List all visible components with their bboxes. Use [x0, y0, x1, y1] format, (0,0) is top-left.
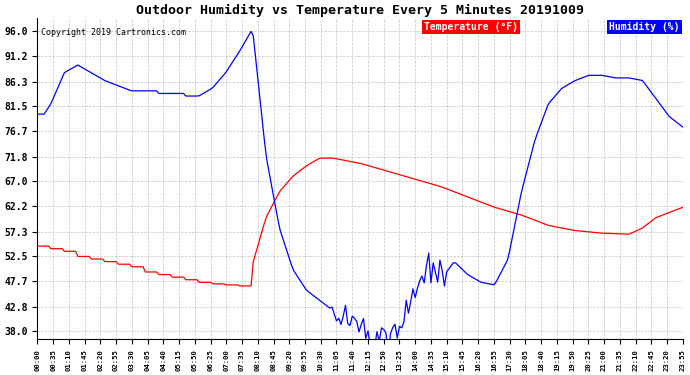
Text: Temperature (°F): Temperature (°F) [424, 22, 518, 32]
Text: Humidity (%): Humidity (%) [609, 22, 680, 32]
Title: Outdoor Humidity vs Temperature Every 5 Minutes 20191009: Outdoor Humidity vs Temperature Every 5 … [136, 4, 584, 17]
Text: Copyright 2019 Cartronics.com: Copyright 2019 Cartronics.com [41, 28, 186, 37]
